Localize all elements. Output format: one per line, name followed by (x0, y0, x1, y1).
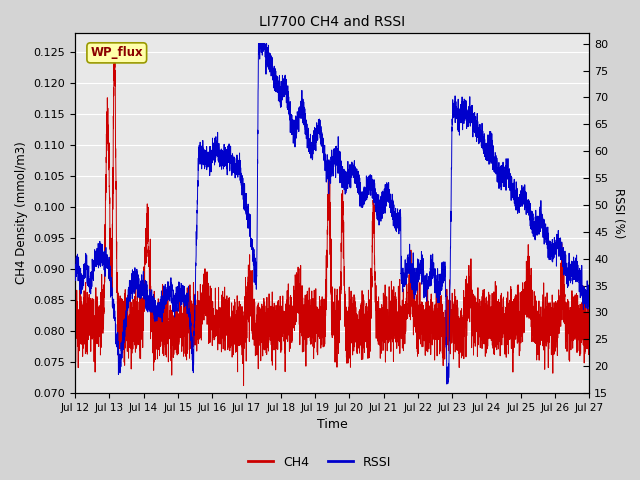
Text: WP_flux: WP_flux (90, 47, 143, 60)
Y-axis label: CH4 Density (mmol/m3): CH4 Density (mmol/m3) (15, 142, 28, 285)
Title: LI7700 CH4 and RSSI: LI7700 CH4 and RSSI (259, 15, 405, 29)
X-axis label: Time: Time (317, 419, 348, 432)
Y-axis label: RSSI (%): RSSI (%) (612, 188, 625, 238)
Legend: CH4, RSSI: CH4, RSSI (243, 451, 397, 474)
